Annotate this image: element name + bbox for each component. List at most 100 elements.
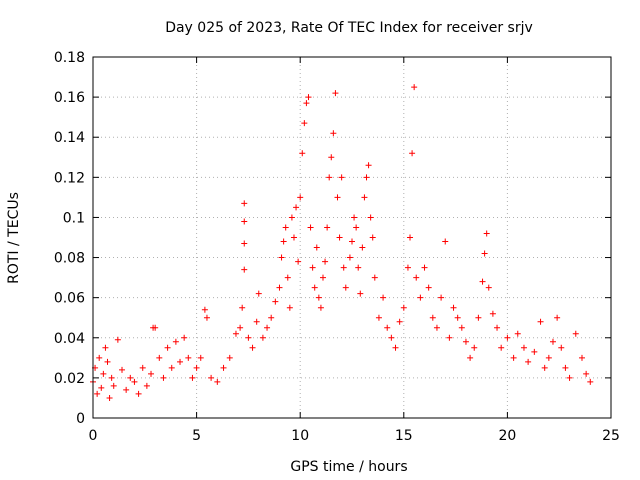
data-point <box>349 238 355 245</box>
data-point <box>177 358 184 365</box>
data-point <box>340 264 347 271</box>
data-point <box>531 348 538 355</box>
data-point <box>504 334 511 341</box>
data-point <box>295 258 302 265</box>
data-point <box>305 94 312 101</box>
data-point <box>413 274 420 281</box>
data-point <box>338 174 345 181</box>
data-point <box>549 338 556 345</box>
data-point <box>407 234 414 241</box>
data-point <box>520 344 527 351</box>
data-point <box>566 374 573 381</box>
data-point <box>272 298 279 305</box>
data-point <box>363 174 370 181</box>
data-point <box>475 314 482 321</box>
data-point <box>189 374 196 381</box>
data-point <box>380 294 387 301</box>
data-point <box>123 386 130 393</box>
data-point <box>127 374 134 381</box>
data-point <box>119 366 126 373</box>
x-tick-label: 10 <box>291 428 309 444</box>
data-point <box>143 382 150 389</box>
data-point <box>114 336 121 343</box>
data-point <box>467 354 474 361</box>
data-point <box>332 90 339 97</box>
data-point <box>193 364 200 371</box>
data-point <box>409 150 416 157</box>
data-point <box>326 174 333 181</box>
data-point <box>98 384 105 391</box>
data-points <box>90 84 594 401</box>
data-point <box>307 224 314 231</box>
x-tick-label: 0 <box>89 428 98 444</box>
data-point <box>268 314 275 321</box>
data-point <box>525 358 532 365</box>
data-point <box>578 354 585 361</box>
data-point <box>334 194 341 201</box>
data-point <box>264 324 271 331</box>
data-point <box>342 284 349 291</box>
data-point <box>446 334 453 341</box>
data-point <box>232 330 239 337</box>
data-point <box>429 314 436 321</box>
data-point <box>313 244 320 251</box>
data-point <box>359 244 366 251</box>
data-point <box>94 390 101 397</box>
data-point <box>148 370 155 377</box>
data-point <box>237 324 244 331</box>
chart-title: Day 025 of 2023, Rate Of TEC Index for r… <box>165 20 533 36</box>
y-tick-label: 0.02 <box>54 371 85 387</box>
data-point <box>351 214 358 221</box>
data-point <box>245 334 252 341</box>
x-axis-label: GPS time / hours <box>290 459 407 475</box>
data-point <box>587 378 594 385</box>
y-tick-label: 0.04 <box>54 331 85 347</box>
data-point <box>160 374 167 381</box>
grid <box>93 57 611 418</box>
data-point <box>353 224 360 231</box>
data-point <box>286 304 293 311</box>
data-point <box>253 318 260 325</box>
data-point <box>284 274 291 281</box>
data-point <box>259 334 266 341</box>
data-point <box>164 344 171 351</box>
data-point <box>201 306 208 313</box>
y-tick-label: 0.1 <box>63 210 85 226</box>
data-point <box>442 238 449 245</box>
data-point <box>357 290 364 297</box>
data-point <box>554 314 561 321</box>
data-point <box>152 324 159 331</box>
data-point <box>572 330 579 337</box>
plot-frame <box>92 56 612 419</box>
x-tick-label: 15 <box>395 428 413 444</box>
data-point <box>450 304 457 311</box>
data-point <box>309 264 316 271</box>
y-tick-label: 0.08 <box>54 251 85 267</box>
data-point <box>510 354 517 361</box>
data-point <box>255 290 262 297</box>
data-point <box>388 334 395 341</box>
data-point <box>322 258 329 265</box>
data-point <box>365 162 372 169</box>
data-point <box>100 370 107 377</box>
data-point <box>328 154 335 161</box>
y-tick-label: 0 <box>76 411 85 427</box>
data-point <box>384 324 391 331</box>
data-point <box>355 264 362 271</box>
data-point <box>458 324 465 331</box>
data-point <box>541 364 548 371</box>
data-point <box>371 274 378 281</box>
data-point <box>290 234 297 241</box>
data-point <box>479 278 486 285</box>
data-point <box>172 338 179 345</box>
y-tick-label: 0.16 <box>54 90 85 106</box>
y-tick-label: 0.06 <box>54 291 85 307</box>
data-point <box>421 264 428 271</box>
data-point <box>494 324 501 331</box>
data-point <box>220 364 227 371</box>
data-point <box>361 194 368 201</box>
data-point <box>278 254 285 261</box>
data-point <box>110 382 117 389</box>
data-point <box>324 224 331 231</box>
